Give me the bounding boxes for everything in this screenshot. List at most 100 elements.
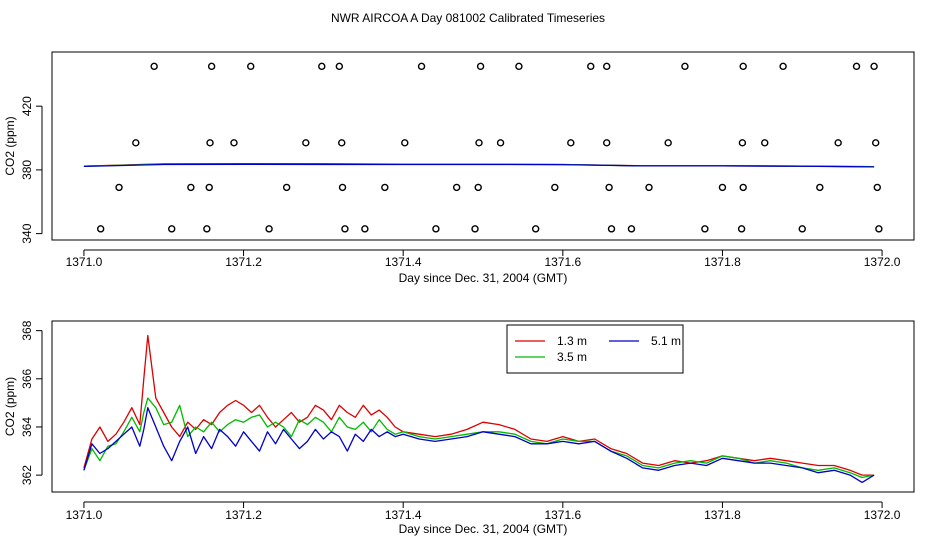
standard-point: [739, 183, 747, 192]
standard-point: [247, 62, 255, 71]
standard-point: [737, 225, 746, 233]
standard-point: [816, 183, 824, 192]
standard-point: [205, 183, 213, 192]
series-line-3-5-m: [83, 397, 875, 479]
y-axis-label: CO2 (ppm): [3, 377, 17, 436]
x-axis-label: Day since Dec. 31, 2004 (GMT): [399, 271, 568, 285]
standard-point: [645, 183, 653, 192]
standard-point: [531, 225, 540, 233]
standard-point: [417, 62, 426, 71]
x-axis-label: Day since Dec. 31, 2004 (GMT): [399, 522, 568, 536]
x-tick-label: 1371.0: [66, 508, 103, 522]
y-tick-label: 380: [20, 160, 34, 180]
series-line-5-1-m: [83, 163, 875, 168]
timeseries-panel: 1371.0 1371.2 1371.4 1371.6 1371.8 1372.0 Day …: [3, 320, 915, 536]
standard-point: [798, 225, 806, 233]
standard-point: [607, 225, 616, 233]
x-tick-label: 1371.8: [704, 255, 741, 269]
standard-point: [203, 225, 211, 233]
standard-point: [551, 183, 559, 192]
standard-point: [282, 183, 291, 192]
y-tick-label: 368: [20, 320, 34, 340]
standard-point: [338, 139, 346, 147]
standard-point: [318, 62, 326, 71]
standard-point: [474, 183, 482, 192]
standard-point: [761, 139, 769, 147]
standard-point: [115, 183, 123, 192]
plot-frame: [51, 51, 915, 241]
standard-point: [603, 139, 611, 147]
standard-point: [206, 139, 214, 147]
standard-point: [168, 225, 176, 233]
standard-point: [132, 139, 140, 147]
standard-point: [302, 139, 310, 147]
standard-point: [627, 225, 636, 233]
y-tick-label: 364: [20, 417, 34, 437]
standard-point: [341, 225, 349, 233]
standard-point: [852, 62, 861, 71]
standard-point: [873, 183, 881, 192]
standard-point: [338, 183, 347, 192]
y-tick-label: 362: [20, 465, 34, 485]
standard-point: [381, 183, 389, 192]
standard-point: [515, 62, 523, 71]
standard-point: [779, 62, 787, 71]
standard-point: [96, 225, 105, 233]
standard-point: [230, 139, 238, 147]
standard-point: [718, 183, 727, 192]
y-axis-label: CO2 (ppm): [3, 116, 17, 175]
standard-point: [496, 139, 505, 147]
standard-point: [475, 139, 483, 147]
x-tick-label: 1371.2: [225, 255, 262, 269]
standard-point: [834, 139, 842, 147]
y-tick-label: 420: [20, 96, 34, 116]
plot-frame: [51, 320, 915, 493]
standard-point: [681, 62, 689, 71]
standard-point: [401, 139, 409, 147]
x-tick-label: 1371.4: [385, 508, 422, 522]
standard-point: [875, 225, 883, 233]
plot-area: [83, 62, 883, 233]
standard-point: [870, 62, 878, 71]
standard-point: [207, 62, 216, 71]
standard-point: [150, 62, 158, 71]
y-tick-label: 340: [20, 223, 34, 243]
standard-point: [335, 62, 344, 71]
x-tick-label: 1371.4: [385, 255, 422, 269]
standard-point: [739, 62, 747, 71]
standard-point: [605, 183, 613, 192]
x-tick-label: 1371.2: [225, 508, 262, 522]
plot-area: [83, 334, 875, 484]
series-line-1-3-m: [83, 334, 875, 476]
legend-box: [506, 324, 684, 374]
standard-point: [701, 225, 709, 233]
standard-point: [187, 183, 195, 192]
standard-point: [471, 225, 479, 233]
standard-point: [567, 139, 575, 147]
x-tick-label: 1372.0: [864, 508, 901, 522]
x-tick-label: 1371.6: [544, 508, 581, 522]
standard-point: [432, 225, 440, 233]
standard-point: [361, 225, 369, 233]
legend: 1.3 m 3.5 m 5.1 m: [506, 324, 684, 374]
legend-label-3: 5.1 m: [651, 334, 681, 348]
standards-panel: 1371.0 1371.2 1371.4 1371.6 1371.8 1372.0 Day …: [3, 51, 915, 285]
legend-label-2: 3.5 m: [557, 350, 587, 364]
y-tick-label: 366: [20, 368, 34, 388]
figure-title: NWR AIRCOA A Day 081002 Calibrated Times…: [331, 11, 605, 25]
x-tick-label: 1371.0: [66, 255, 103, 269]
standard-point: [587, 62, 595, 71]
standard-point: [738, 139, 747, 147]
standard-point: [452, 183, 461, 192]
x-tick-label: 1371.6: [544, 255, 581, 269]
standard-point: [476, 62, 485, 71]
standard-point: [664, 139, 672, 147]
series-line-5-1-m: [83, 407, 875, 484]
standard-point: [871, 139, 880, 147]
x-tick-label: 1371.8: [704, 508, 741, 522]
standard-point: [265, 225, 273, 233]
legend-label-1: 1.3 m: [557, 334, 587, 348]
x-tick-label: 1372.0: [864, 255, 901, 269]
standard-point: [603, 62, 611, 71]
